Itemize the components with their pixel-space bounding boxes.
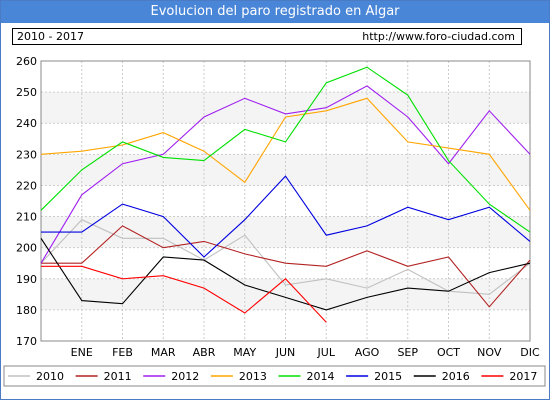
x-tick-label: JUN <box>275 346 296 359</box>
legend-label-2014: 2014 <box>307 370 335 383</box>
series-line-2011 <box>41 225 531 308</box>
legend-label-2017: 2017 <box>509 370 537 383</box>
legend-label-2010: 2010 <box>36 370 64 383</box>
x-tick-label: ENE <box>71 346 93 359</box>
y-tick-label: 240 <box>16 117 37 130</box>
legend-label-2015: 2015 <box>374 370 402 383</box>
series-line-2015 <box>41 175 531 258</box>
series-line-2014 <box>40 66 531 233</box>
legend-label-2012: 2012 <box>171 370 199 383</box>
legend-label-2013: 2013 <box>239 370 267 383</box>
y-tick-label: 210 <box>16 211 37 224</box>
legend-label-2016: 2016 <box>442 370 470 383</box>
year-range: 2010 - 2017 <box>17 30 84 43</box>
y-tick-label: 180 <box>16 304 37 317</box>
series-line-2016 <box>40 237 531 311</box>
x-tick-label: DIC <box>520 346 540 359</box>
x-tick-label: ABR <box>193 346 216 359</box>
x-tick-label: OCT <box>437 346 460 359</box>
y-tick-label: 230 <box>16 148 37 161</box>
info-box: 2010 - 2017 http://www.foro-ciudad.com <box>12 28 522 45</box>
x-tick-label: AGO <box>355 346 380 359</box>
series-line-2013 <box>40 97 531 211</box>
x-tick-label: FEB <box>112 346 133 359</box>
y-tick-label: 250 <box>16 86 37 99</box>
legend-box <box>3 365 546 387</box>
y-tick-label: 200 <box>16 242 37 255</box>
x-tick-label: SEP <box>397 346 418 359</box>
plot-border <box>40 60 531 342</box>
y-tick-label: 260 <box>16 55 37 68</box>
y-tick-label: 220 <box>16 179 37 192</box>
x-tick-label: NOV <box>477 346 502 359</box>
y-tick-label: 170 <box>16 335 37 348</box>
x-tick-label: JUL <box>317 346 336 359</box>
series-line-2017 <box>41 265 327 323</box>
source-url[interactable]: http://www.foro-ciudad.com <box>362 30 515 43</box>
series-line-2012 <box>40 85 531 264</box>
x-tick-label: MAY <box>233 346 256 359</box>
chart-title: Evolucion del paro registrado en Algar <box>1 1 549 23</box>
x-tick-label: MAR <box>151 346 176 359</box>
legend-label-2011: 2011 <box>104 370 132 383</box>
y-tick-label: 190 <box>16 273 37 286</box>
